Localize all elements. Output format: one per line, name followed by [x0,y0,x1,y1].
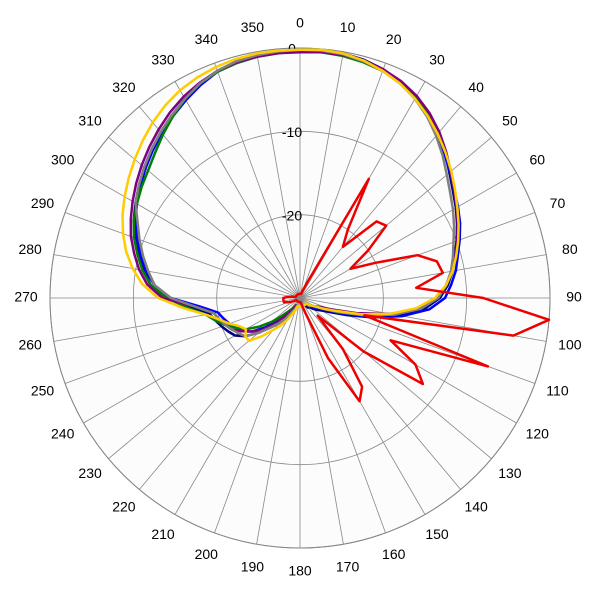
angle-label: 120 [526,426,550,442]
angle-label: 330 [151,51,175,67]
angle-label: 320 [112,79,136,95]
angle-label: 170 [336,559,360,575]
spoke [256,297,301,545]
spoke [299,297,492,460]
spoke [299,297,517,424]
spoke [64,297,301,384]
spoke [53,254,301,299]
spoke [214,297,301,534]
spoke [299,62,386,299]
angle-label: 260 [18,336,42,352]
spoke [138,106,301,299]
spoke [174,81,301,299]
grid-ring [132,130,468,466]
angle-label: 60 [530,152,546,168]
angle-label: 100 [558,336,582,352]
angle-label: 80 [562,241,578,257]
spoke [256,51,301,299]
angle-label: 140 [464,499,488,515]
angle-label: 290 [31,195,55,211]
spoke [53,297,301,342]
angle-label: 220 [112,499,136,515]
angle-label: 230 [78,465,102,481]
angle-label: 300 [51,152,75,168]
angle-label: 70 [550,195,566,211]
angle-label: 350 [241,19,265,35]
spoke [64,212,301,299]
angle-label: 50 [502,113,518,129]
spoke [108,136,301,299]
series-line [282,177,551,403]
radial-tick-label: -20 [282,207,302,223]
spoke [299,297,386,534]
angle-label: 150 [425,526,449,542]
spoke [299,297,344,545]
spoke [174,297,301,515]
angle-label: 0 [296,15,304,31]
spoke [299,51,344,299]
angle-label: 280 [18,241,42,257]
radial-tick-label: 0 [288,41,296,57]
spoke [299,297,426,515]
grid-ring [216,214,384,382]
spoke [299,297,462,490]
angle-label: 160 [382,546,406,562]
angle-label: 90 [566,289,582,305]
spoke [299,172,517,299]
grid-ring [49,47,551,549]
angle-label: 310 [78,113,102,129]
angle-label: 190 [241,559,265,575]
angle-label: 20 [386,31,402,47]
series-line [121,48,460,343]
angle-label: 210 [151,526,175,542]
angle-label: 10 [340,19,356,35]
angle-label: 180 [288,563,312,579]
angle-label: 200 [195,546,219,562]
spoke [83,297,301,424]
spoke [214,62,301,299]
angle-label: 340 [195,31,219,47]
angle-label: 30 [429,51,445,67]
angle-label: 110 [546,382,569,398]
spoke [299,106,462,299]
angle-label: 270 [14,289,38,305]
spoke [299,254,547,299]
angle-label: 250 [31,382,55,398]
angle-label: 130 [498,465,522,481]
radial-tick-label: -10 [282,124,302,140]
angle-label: 40 [468,79,484,95]
spoke [83,172,301,299]
spoke [299,136,492,299]
angle-label: 240 [51,426,75,442]
